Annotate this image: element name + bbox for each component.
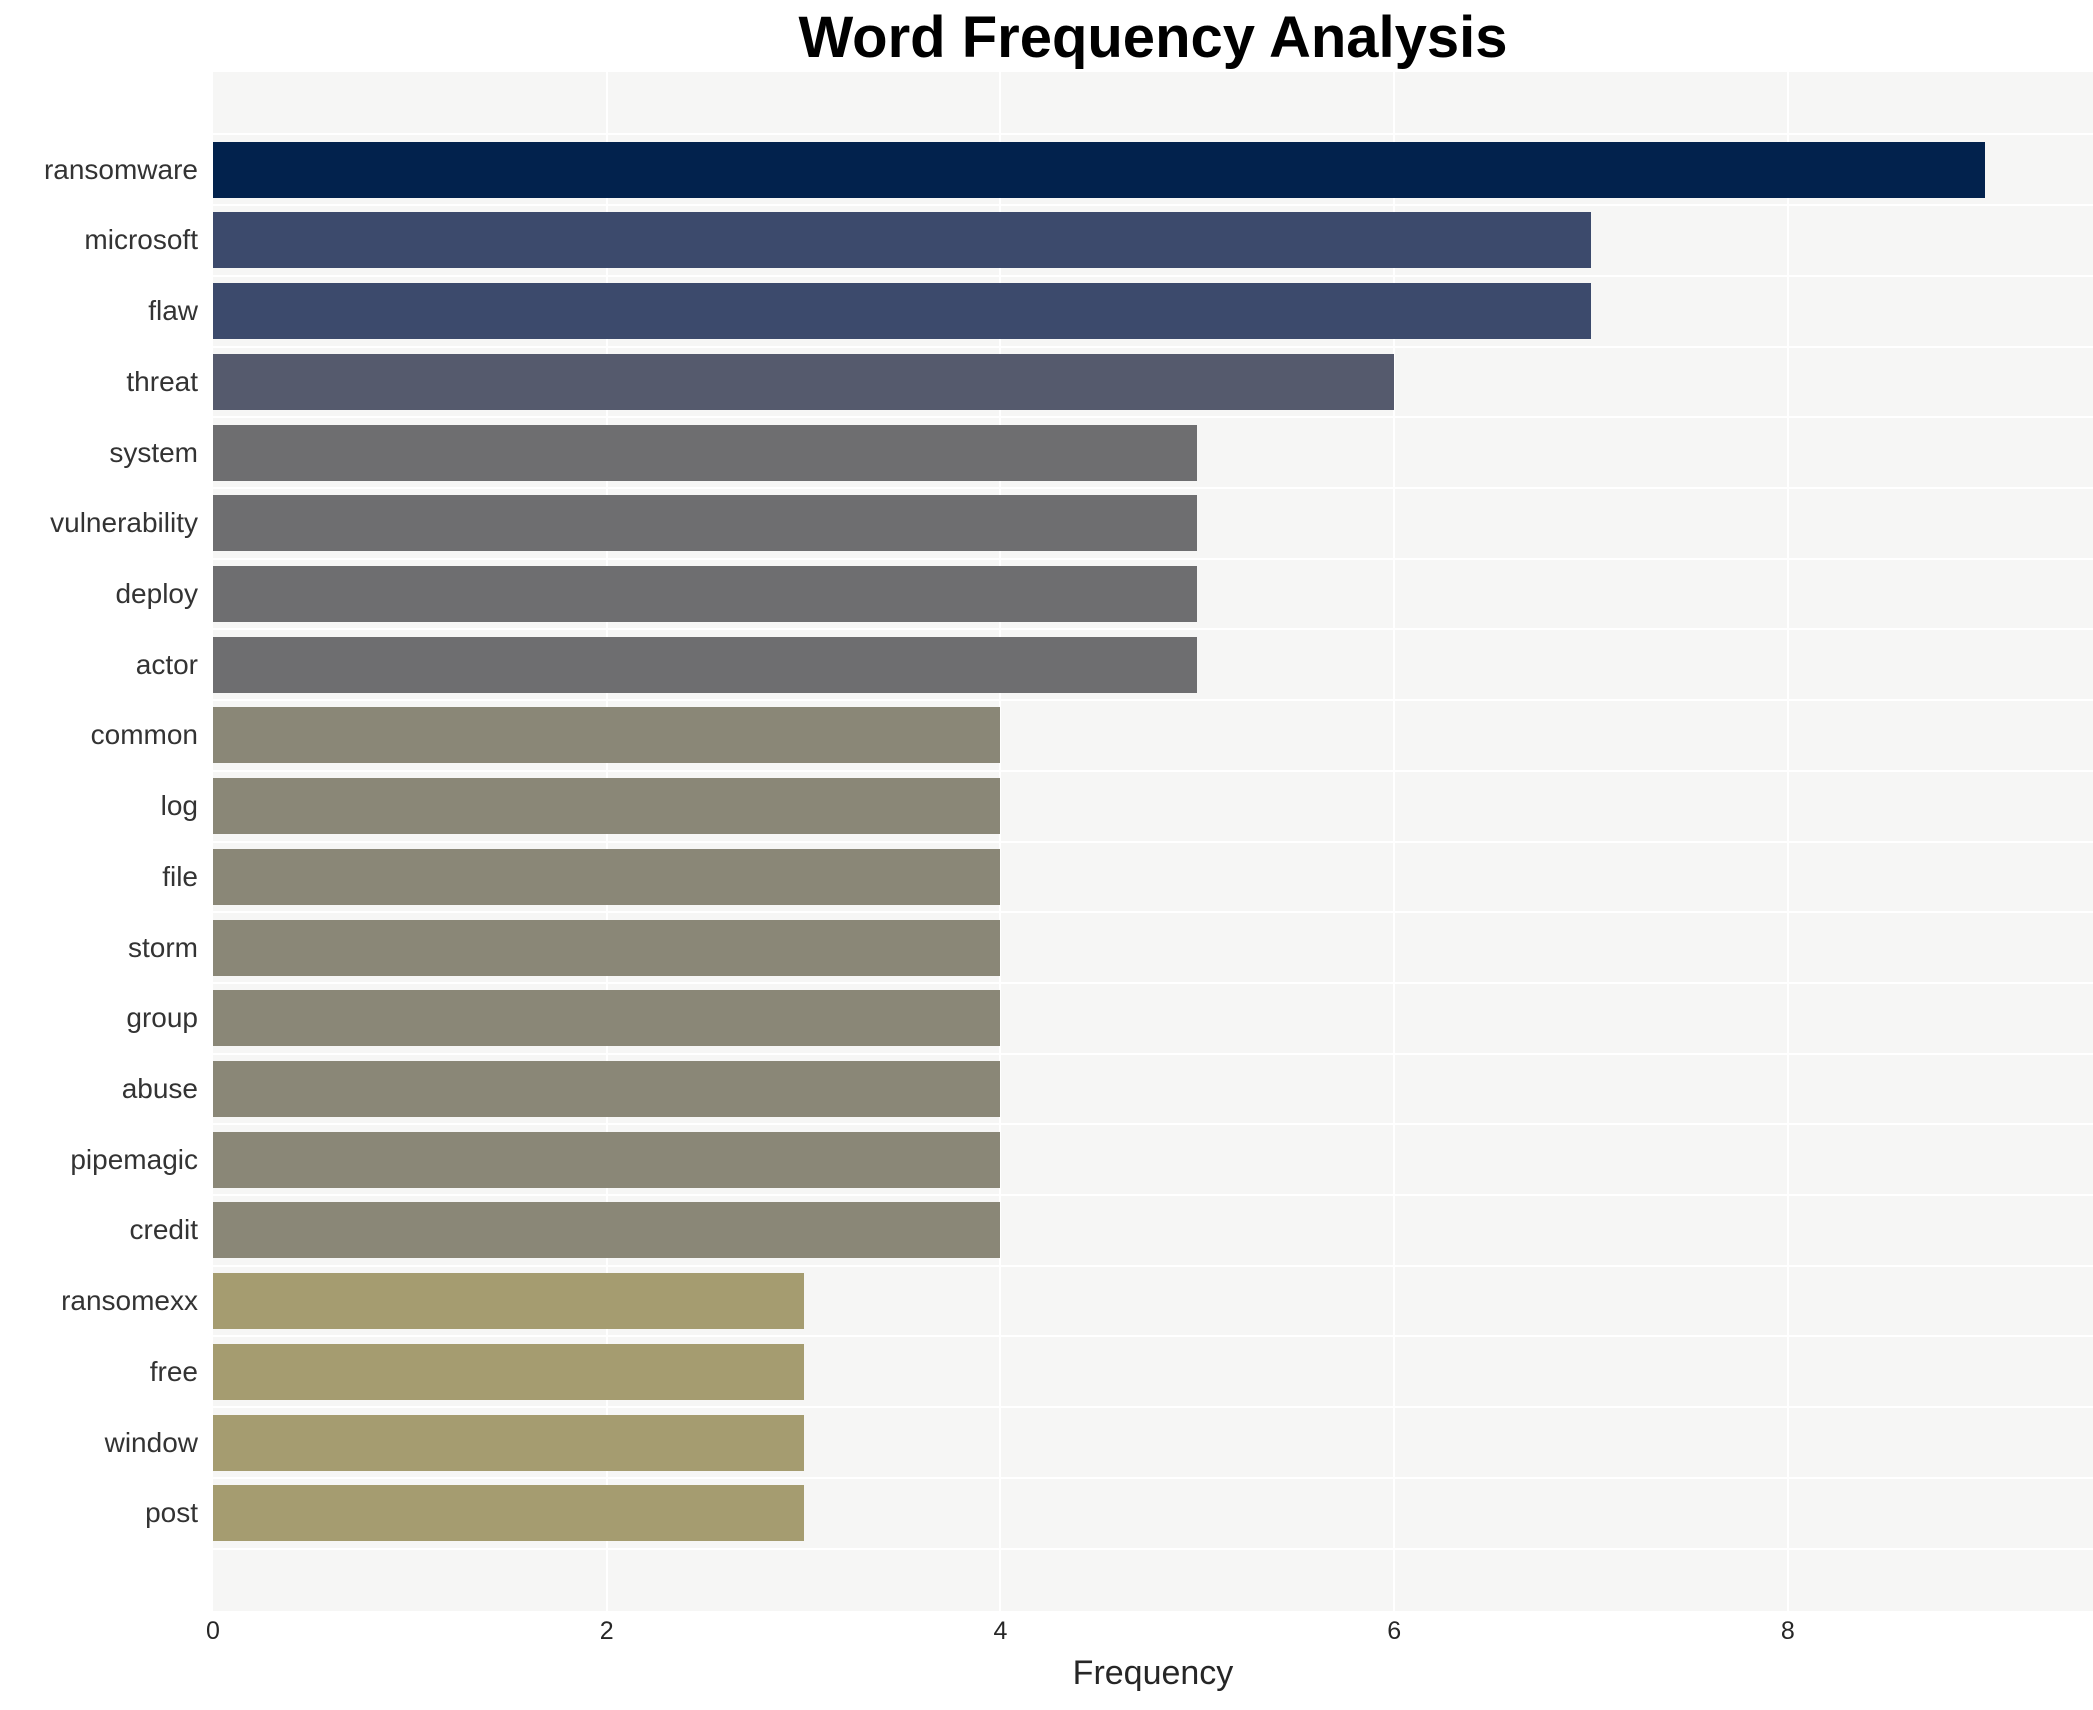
horizontal-gridline [213, 416, 2093, 419]
horizontal-gridline [213, 1547, 2093, 1550]
x-tick-label: 4 [993, 1617, 1008, 1645]
bar [213, 778, 1001, 835]
horizontal-gridline [213, 1194, 2093, 1197]
bar [213, 353, 1395, 410]
x-axis-title: Frequency [1072, 1654, 1234, 1692]
horizontal-gridline [213, 769, 2093, 772]
bar [213, 1060, 1001, 1117]
y-tick-label: window [104, 1426, 198, 1458]
bar [213, 990, 1001, 1047]
bar [213, 1202, 1001, 1259]
horizontal-gridline [213, 699, 2093, 702]
bar [213, 1485, 804, 1542]
bar [213, 212, 1591, 269]
bar-row: pipemagic [0, 1124, 2093, 1195]
bar-row: actor [0, 629, 2093, 700]
y-tick-label: deploy [115, 578, 198, 609]
y-tick-label: flaw [148, 295, 198, 327]
bar-row: microsoft [0, 205, 2093, 276]
x-tick-label: 8 [1780, 1617, 1795, 1645]
bar [213, 707, 1001, 764]
y-tick-label: pipemagic [70, 1143, 198, 1175]
horizontal-gridline [213, 1476, 2093, 1479]
horizontal-gridline [213, 981, 2093, 984]
x-tick-label: 2 [599, 1617, 614, 1645]
bar [213, 919, 1001, 976]
bar [213, 1343, 804, 1400]
y-tick-label: credit [129, 1214, 198, 1246]
bar [213, 1131, 1001, 1188]
bar-row: ransomexx [0, 1266, 2093, 1337]
bar-row: abuse [0, 1054, 2093, 1125]
horizontal-gridline [213, 1406, 2093, 1409]
x-tick-label: 6 [1387, 1617, 1402, 1645]
y-tick-label: vulnerability [50, 507, 198, 539]
x-tick-label: 0 [206, 1617, 220, 1645]
y-tick-label: threat [126, 365, 198, 397]
bar-row: common [0, 700, 2093, 771]
horizontal-gridline [213, 345, 2093, 348]
horizontal-gridline [213, 840, 2093, 843]
bar-row: group [0, 983, 2093, 1054]
bar [213, 1414, 804, 1471]
bar [213, 1273, 804, 1330]
bar [213, 141, 1985, 198]
horizontal-gridline [213, 1123, 2093, 1126]
y-tick-label: file [162, 860, 198, 892]
chart-title: Word Frequency Analysis [798, 5, 1508, 70]
bar-row: log [0, 771, 2093, 842]
horizontal-gridline [213, 133, 2093, 136]
y-tick-label: free [149, 1355, 198, 1387]
horizontal-gridline [213, 274, 2093, 277]
bar-row: ransomware [0, 134, 2093, 205]
bar-row: system [0, 417, 2093, 488]
y-tick-label: ransomware [43, 153, 198, 185]
bar-row: threat [0, 347, 2093, 418]
y-tick-label: actor [135, 648, 198, 680]
bar-row: window [0, 1407, 2093, 1478]
bar [213, 495, 1198, 552]
horizontal-gridline [213, 1052, 2093, 1055]
bar-row: deploy [0, 559, 2093, 630]
y-tick-label: post [145, 1497, 198, 1529]
y-tick-label: log [160, 790, 198, 822]
horizontal-gridline [213, 1335, 2093, 1338]
y-tick-label: abuse [121, 1072, 198, 1104]
bar-row: credit [0, 1195, 2093, 1266]
bar-row: storm [0, 912, 2093, 983]
bar [213, 283, 1591, 340]
y-tick-label: system [109, 436, 198, 468]
bar [213, 848, 1001, 905]
y-tick-label: storm [128, 931, 198, 963]
bar-row: free [0, 1336, 2093, 1407]
horizontal-gridline [213, 557, 2093, 560]
y-tick-label: group [126, 1002, 198, 1034]
bar [213, 566, 1198, 622]
horizontal-gridline [213, 628, 2093, 631]
horizontal-gridline [213, 204, 2093, 207]
bar-row: vulnerability [0, 488, 2093, 559]
bar-row: post [0, 1478, 2093, 1549]
y-tick-label: microsoft [84, 224, 198, 256]
y-tick-label: ransomexx [61, 1285, 198, 1317]
bar [213, 636, 1198, 693]
horizontal-gridline [213, 486, 2093, 489]
y-tick-label: common [90, 719, 198, 751]
bar-row: file [0, 842, 2093, 913]
horizontal-gridline [213, 1264, 2093, 1267]
bar [213, 424, 1198, 481]
bar-row: flaw [0, 276, 2093, 347]
horizontal-gridline [213, 911, 2093, 914]
